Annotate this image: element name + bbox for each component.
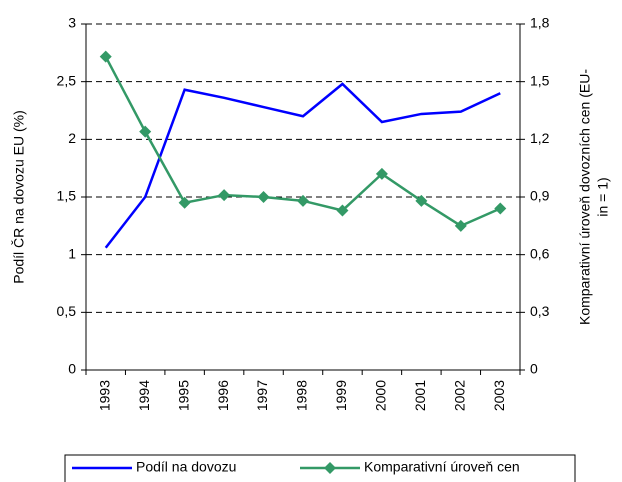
y2-tick-label: 1,8 bbox=[530, 15, 550, 31]
y-tick-label: 1,5 bbox=[57, 188, 77, 204]
marker bbox=[257, 191, 270, 203]
marker bbox=[454, 219, 467, 232]
x-tick-label: 1998 bbox=[294, 380, 310, 411]
marker bbox=[99, 50, 112, 63]
y2-tick-label: 1,5 bbox=[530, 72, 550, 88]
x-tick-label: 2003 bbox=[491, 380, 507, 411]
y-tick-label: 0 bbox=[68, 361, 76, 377]
legend-marker bbox=[324, 462, 336, 474]
x-tick-label: 1993 bbox=[96, 380, 112, 411]
x-tick-label: 1999 bbox=[333, 380, 349, 411]
marker bbox=[297, 194, 309, 207]
x-tick-label: 2001 bbox=[412, 380, 428, 411]
marker bbox=[494, 202, 507, 215]
y2-tick-label: 0,3 bbox=[530, 303, 550, 319]
y-tick-label: 2,5 bbox=[57, 72, 77, 88]
x-tick-label: 1994 bbox=[136, 380, 152, 411]
y-tick-label: 0,5 bbox=[57, 303, 77, 319]
y2-axis-label: in = 1) bbox=[595, 177, 611, 216]
marker bbox=[415, 194, 428, 207]
x-tick-label: 1996 bbox=[215, 380, 231, 411]
y-tick-label: 2 bbox=[68, 130, 76, 146]
y2-tick-label: 0,6 bbox=[530, 245, 550, 261]
x-tick-label: 1997 bbox=[254, 380, 270, 411]
y-tick-label: 1 bbox=[68, 245, 76, 261]
x-tick-label: 1995 bbox=[175, 380, 191, 411]
marker bbox=[336, 204, 349, 217]
legend-label: Komparativní úroveň cen bbox=[364, 459, 520, 475]
x-tick-label: 2000 bbox=[373, 380, 389, 411]
y2-tick-label: 0 bbox=[530, 361, 538, 377]
marker bbox=[218, 189, 231, 202]
y-axis-label: Podíl ČR na dovozu EU (%) bbox=[11, 110, 27, 284]
y-tick-label: 3 bbox=[68, 15, 76, 31]
x-tick-label: 2002 bbox=[452, 380, 468, 411]
legend-label: Podíl na dovozu bbox=[136, 459, 236, 475]
y2-tick-label: 0,9 bbox=[530, 188, 550, 204]
marker bbox=[139, 125, 152, 138]
y2-tick-label: 1,2 bbox=[530, 130, 550, 146]
series-line bbox=[104, 82, 501, 249]
marker bbox=[375, 167, 388, 180]
marker bbox=[178, 196, 191, 209]
y2-axis-label: Komparativní úroveň dovozních cen (EU- bbox=[577, 69, 593, 325]
